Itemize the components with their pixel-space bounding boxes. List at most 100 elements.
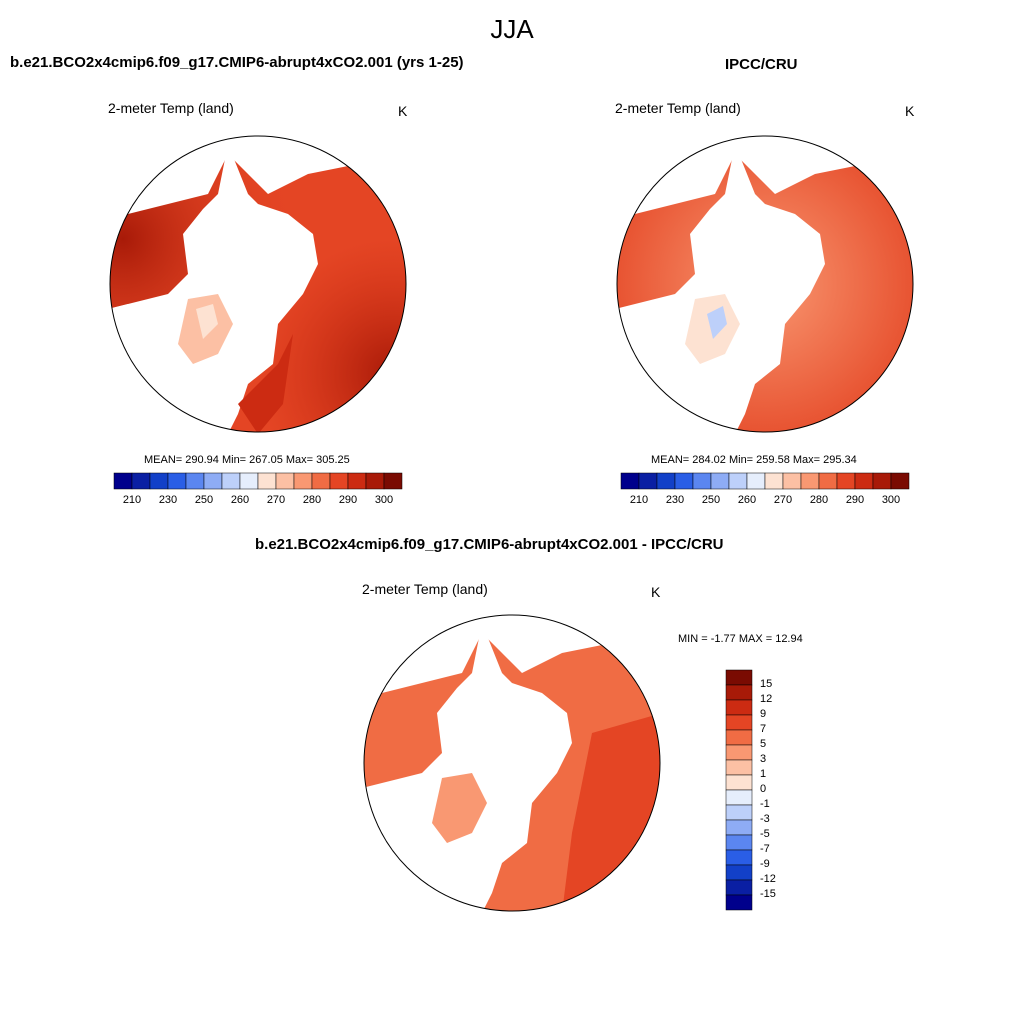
- model-colorbar-tick-label: 300: [374, 494, 394, 506]
- diff-colorbar-tick-label: 15: [760, 678, 773, 690]
- model-colorbar-swatch: [347, 472, 367, 490]
- diff-colorbar-tick-label: 5: [760, 738, 767, 750]
- model-colorbar-swatch: [311, 472, 331, 490]
- obs-colorbar-swatch: [728, 472, 748, 490]
- diff-colorbar-swatch: [725, 774, 753, 791]
- diff-colorbar-tick-label: -7: [760, 843, 770, 855]
- diff-colorbar-swatch: [725, 744, 753, 761]
- diff-colorbar-tick-label: -1: [760, 798, 770, 810]
- diff-colorbar-swatch: [725, 714, 753, 731]
- diff-colorbar-swatch: [725, 699, 753, 716]
- diff-colorbar-tick-label: 12: [760, 693, 773, 705]
- model-colorbar-tick-label: 290: [338, 494, 358, 506]
- model-colorbar-swatch: [365, 472, 385, 490]
- diff-colorbar-swatch: [725, 819, 753, 836]
- diff-colorbar-tick-label: 0: [760, 783, 767, 795]
- model-colorbar-ticks: 210 230 250 260 270 280 290 300: [114, 494, 402, 508]
- obs-colorbar-swatch: [854, 472, 874, 490]
- obs-colorbar-ticks: 210 230 250 260 270 280 290 300: [621, 494, 909, 508]
- diff-colorbar-tick-label: 3: [760, 753, 767, 765]
- obs-colorbar: [620, 472, 910, 490]
- model-colorbar-swatch: [239, 472, 259, 490]
- diff-colorbar-swatch: [725, 729, 753, 746]
- obs-colorbar-swatch: [620, 472, 640, 490]
- model-colorbar-tick-label: 270: [266, 494, 286, 506]
- diff-colorbar-tick-label: 1: [760, 768, 767, 780]
- model-colorbar-swatch: [275, 472, 295, 490]
- diff-colorbar-swatch: [725, 834, 753, 851]
- obs-colorbar-tick-label: 250: [701, 494, 721, 506]
- obs-colorbar-swatch: [800, 472, 820, 490]
- model-colorbar-tick-label: 250: [194, 494, 214, 506]
- obs-polar-map: [616, 135, 914, 433]
- diff-colorbar-tick-label: -5: [760, 828, 770, 840]
- model-colorbar-tick-label: 280: [302, 494, 322, 506]
- obs-colorbar-swatch: [818, 472, 838, 490]
- obs-colorbar-tick-label: 290: [845, 494, 865, 506]
- model-stats: MEAN= 290.94 Min= 267.05 Max= 305.25: [144, 454, 350, 466]
- obs-colorbar-tick-label: 230: [665, 494, 685, 506]
- diff-colorbar-swatch: [725, 669, 753, 686]
- diff-polar-map: [363, 614, 661, 912]
- diff-colorbar-tick-label: 7: [760, 723, 767, 735]
- model-colorbar-swatch: [221, 472, 241, 490]
- model-unit-label: K: [398, 103, 408, 119]
- diff-stats: MIN = -1.77 MAX = 12.94: [678, 633, 803, 645]
- obs-colorbar-swatch: [692, 472, 712, 490]
- obs-colorbar-swatch: [674, 472, 694, 490]
- model-panel-title: b.e21.BCO2x4cmip6.f09_g17.CMIP6-abrupt4x…: [10, 54, 464, 71]
- model-colorbar-swatch: [149, 472, 169, 490]
- model-variable-label: 2-meter Temp (land): [108, 100, 234, 116]
- model-colorbar-swatch: [383, 472, 403, 490]
- model-polar-map: [109, 135, 407, 433]
- obs-colorbar-swatch: [746, 472, 766, 490]
- diff-colorbar-swatch: [725, 684, 753, 701]
- obs-unit-label: K: [905, 103, 915, 119]
- obs-colorbar-swatch: [872, 472, 892, 490]
- diff-colorbar-tick-label: -9: [760, 858, 770, 870]
- model-colorbar-swatch: [113, 472, 133, 490]
- model-colorbar-swatch: [131, 472, 151, 490]
- diff-colorbar-swatch: [725, 759, 753, 776]
- model-colorbar: [113, 472, 403, 490]
- obs-colorbar-tick-label: 260: [737, 494, 757, 506]
- model-colorbar-swatch: [293, 472, 313, 490]
- diff-colorbar-swatch: [725, 789, 753, 806]
- diff-colorbar-swatch: [725, 849, 753, 866]
- obs-colorbar-swatch: [638, 472, 658, 490]
- diff-panel-title: b.e21.BCO2x4cmip6.f09_g17.CMIP6-abrupt4x…: [255, 536, 724, 553]
- obs-colorbar-swatch: [710, 472, 730, 490]
- model-colorbar-swatch: [257, 472, 277, 490]
- model-colorbar-swatch: [167, 472, 187, 490]
- obs-colorbar-swatch: [890, 472, 910, 490]
- obs-colorbar-swatch: [836, 472, 856, 490]
- diff-colorbar-ticks: 15 12 9 7 5 3 1 0 -1 -3 -5 -7 -9 -12 -15: [760, 670, 800, 910]
- model-colorbar-tick-label: 210: [122, 494, 142, 506]
- model-colorbar-swatch: [329, 472, 349, 490]
- obs-stats: MEAN= 284.02 Min= 259.58 Max= 295.34: [651, 454, 857, 466]
- obs-panel-title: IPCC/CRU: [725, 56, 798, 73]
- obs-colorbar-tick-label: 210: [629, 494, 649, 506]
- model-colorbar-swatch: [203, 472, 223, 490]
- diff-variable-label: 2-meter Temp (land): [362, 581, 488, 597]
- diff-colorbar-tick-label: 9: [760, 708, 767, 720]
- obs-colorbar-tick-label: 280: [809, 494, 829, 506]
- obs-colorbar-tick-label: 270: [773, 494, 793, 506]
- diff-unit-label: K: [651, 584, 661, 600]
- diff-colorbar-tick-label: -12: [760, 873, 776, 885]
- obs-colorbar-swatch: [764, 472, 784, 490]
- diff-colorbar-swatch: [725, 894, 753, 911]
- diff-colorbar-tick-label: -15: [760, 888, 776, 900]
- obs-variable-label: 2-meter Temp (land): [615, 100, 741, 116]
- model-colorbar-swatch: [185, 472, 205, 490]
- diff-colorbar-tick-label: -3: [760, 813, 770, 825]
- diff-colorbar-swatch: [725, 879, 753, 896]
- obs-colorbar-swatch: [782, 472, 802, 490]
- obs-colorbar-swatch: [656, 472, 676, 490]
- figure-title: JJA: [490, 14, 534, 44]
- model-colorbar-tick-label: 230: [158, 494, 178, 506]
- diff-colorbar: [725, 669, 753, 911]
- diff-colorbar-swatch: [725, 804, 753, 821]
- obs-colorbar-tick-label: 300: [881, 494, 901, 506]
- diff-colorbar-swatch: [725, 864, 753, 881]
